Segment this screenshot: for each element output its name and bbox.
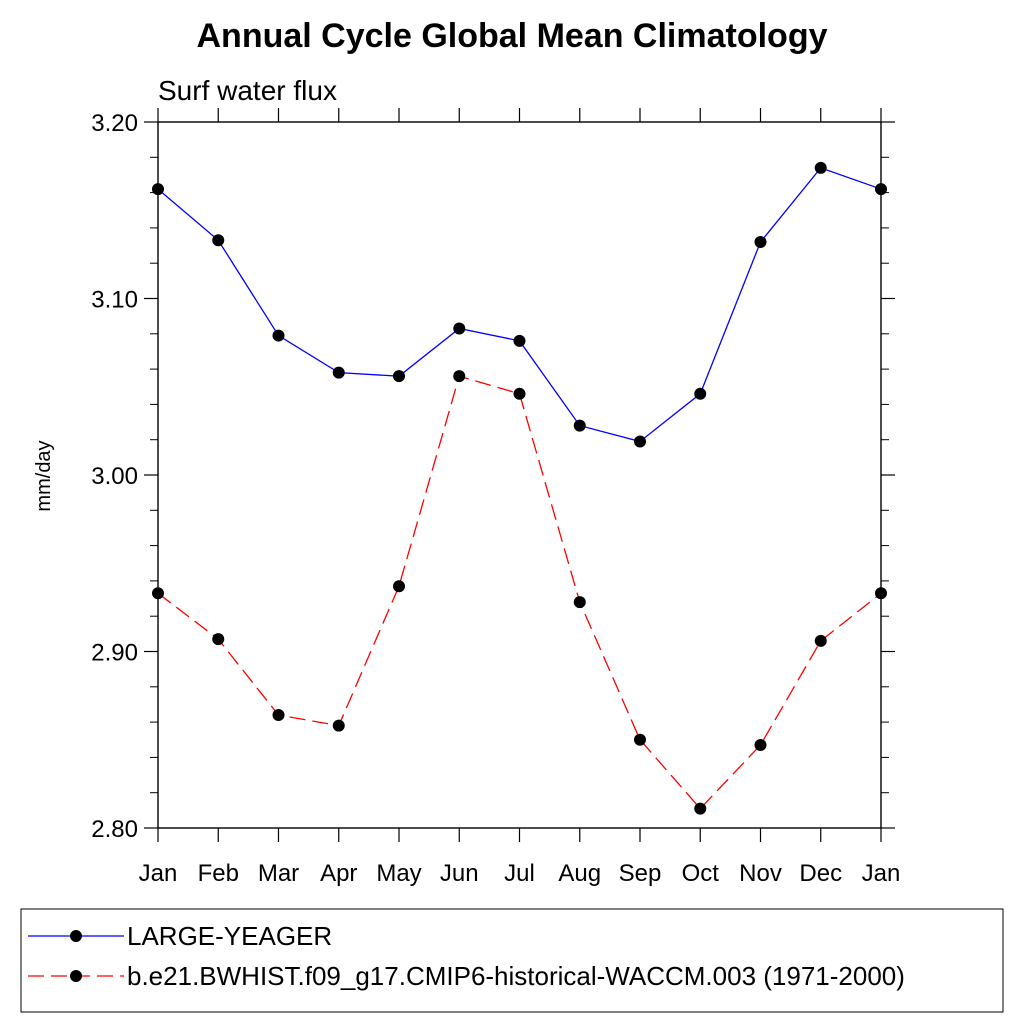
series-1-point [875,183,887,196]
x-tick-label: Jul [504,860,535,887]
series-2-point [152,587,164,600]
x-tick-label: Dec [799,860,842,887]
chart-subtitle: Surf water flux [158,75,337,106]
y-tick-label: 2.80 [91,816,138,843]
series-1-point [513,334,526,347]
series-2-point [272,709,285,722]
y-tick-labels: 2.80 2.90 3.00 3.10 3.20 [91,110,138,843]
y-tick-label: 2.90 [91,640,138,667]
y-axis-label: mm/day [33,440,55,511]
series-1-point [272,329,285,342]
series-2-point [875,587,887,600]
legend-label-1: LARGE-YEAGER [127,921,332,951]
series-2-point [453,370,466,383]
x-tick-label: Feb [198,860,239,887]
series-1-point [453,322,466,335]
axis-ticks [144,108,895,842]
x-tick-label: Sep [619,860,662,887]
series-1-point [393,370,405,383]
y-tick-label: 3.20 [91,110,138,137]
legend-marker-2 [70,970,82,982]
x-tick-label: Oct [682,860,720,887]
series-2-point [332,719,345,732]
series-2-point [393,580,405,593]
series-1-point [212,234,225,247]
x-tick-label: Jan [862,860,901,887]
series-line-2 [157,375,882,810]
legend-marker-1 [70,930,82,942]
x-tick-labels: Jan Feb Mar Apr May Jun Jul Aug Sep Oct Nov Dec Jan [139,860,901,887]
x-tick-label: Jan [139,860,178,887]
series-2-point [754,739,767,752]
series-2-point [634,733,646,746]
series-line-1 [157,167,882,443]
series-2-point [573,596,586,609]
series-1-point [634,435,646,448]
legend: LARGE-YEAGER b.e21.BWHIST.f09_g17.CMIP6-h… [28,921,905,991]
series-2-point [694,802,707,815]
series-1-point [814,161,827,174]
x-tick-label: Mar [258,860,299,887]
series-2-point [513,387,526,400]
x-tick-label: Apr [320,860,357,887]
y-tick-label: 3.10 [91,287,138,314]
series-1-point [754,236,767,249]
x-tick-label: Nov [739,860,782,887]
x-tick-label: Aug [558,860,601,887]
legend-box [20,908,1004,1013]
x-tick-label: Jun [440,860,479,887]
series-1-point [573,419,586,432]
x-tick-label: May [376,860,421,887]
series-1-point [152,183,164,196]
chart-title: Annual Cycle Global Mean Climatology [197,17,828,55]
series-2-point [212,633,225,646]
series-2-point [814,634,827,647]
series-1-point [694,387,707,400]
legend-label-2: b.e21.BWHIST.f09_g17.CMIP6-historical-WA… [127,961,905,991]
series-1-point [332,366,345,379]
series-group [152,161,887,815]
y-tick-label: 3.00 [91,463,138,490]
